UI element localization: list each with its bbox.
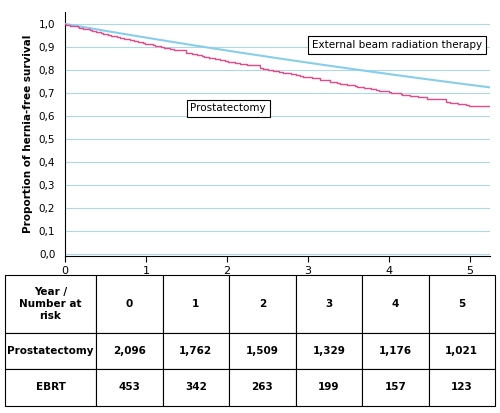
X-axis label: Follow-up in years: Follow-up in years [217, 282, 338, 295]
Text: External beam radiation therapy: External beam radiation therapy [312, 40, 482, 50]
Y-axis label: Proportion of hernia-free survival: Proportion of hernia-free survival [23, 35, 33, 233]
Text: Prostatectomy: Prostatectomy [190, 103, 266, 113]
